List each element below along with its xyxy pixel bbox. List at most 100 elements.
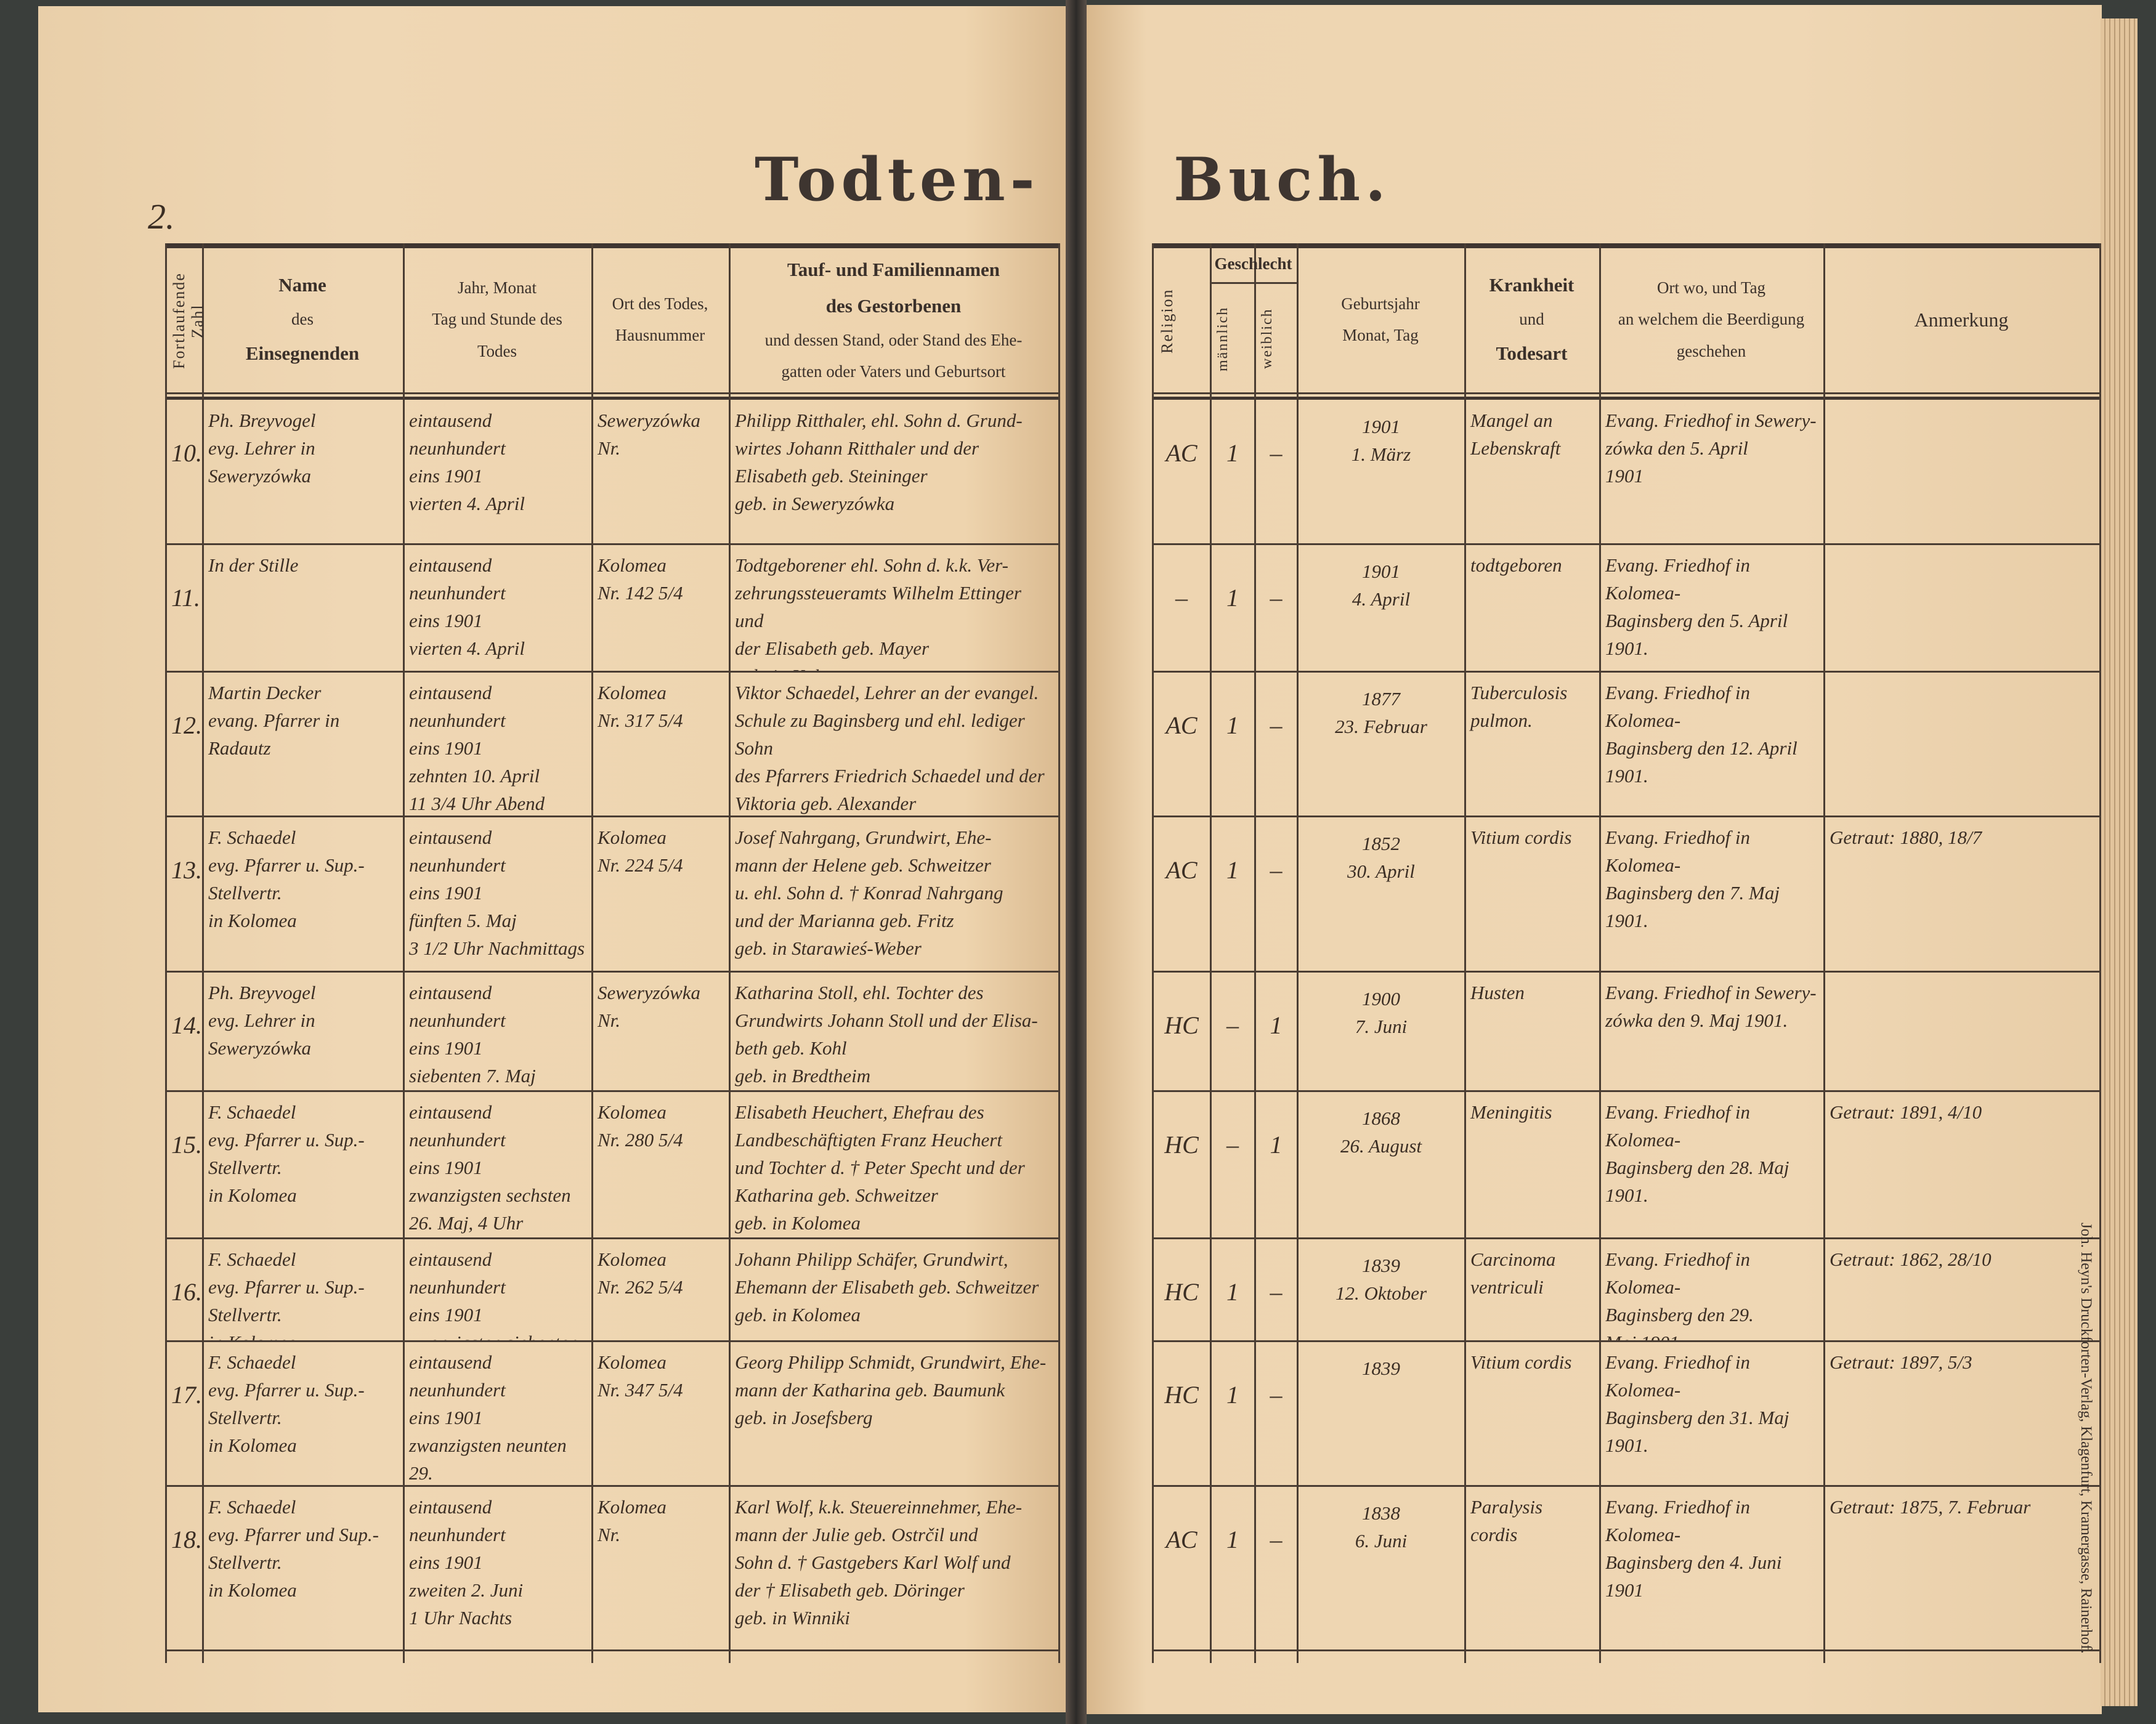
entry-female: – <box>1270 1278 1283 1306</box>
entry-nr: 12. <box>171 711 202 739</box>
header-double-rule <box>165 392 1058 394</box>
entry-deceased: Todtgeborener ehl. Sohn d. k.k. Ver- zeh… <box>735 554 1021 671</box>
entry-deceased: Georg Philipp Schmidt, Grundwirt, Ehe- m… <box>735 1351 1047 1428</box>
header-officiant: Name des Einsegnenden <box>202 248 403 391</box>
entry-religion: AC <box>1165 856 1198 884</box>
entry-male: 1 <box>1226 1381 1239 1409</box>
entry-deceased: Viktor Schaedel, Lehrer an der evangel. … <box>735 682 1045 814</box>
entry-birth: 1877 23. Februar <box>1335 688 1427 737</box>
header-burial-line: Ort wo, und Tag <box>1656 278 1766 297</box>
entry-birth: 1900 7. Juni <box>1355 988 1408 1037</box>
entry-female: – <box>1270 1381 1283 1409</box>
entry-religion: AC <box>1165 1526 1198 1553</box>
entry-cause: Meningitis <box>1470 1101 1552 1123</box>
row-divider <box>1152 1340 2099 1342</box>
header-officiant-line: Name <box>278 274 326 296</box>
header-burial-line: an welchem die Beerdigung <box>1618 310 1805 329</box>
header-bottom-rule <box>1152 397 2099 400</box>
page-edges <box>2101 18 2138 1706</box>
entry-place: Seweryzówka Nr. <box>598 410 701 459</box>
header-deceased-line: gatten oder Vaters und Geburtsort <box>781 362 1006 381</box>
entry-date: eintausend neunhundert eins 1901 vierten… <box>409 554 525 659</box>
row-divider <box>165 1649 1058 1651</box>
header-cause-line: und <box>1519 310 1544 329</box>
entry-female: – <box>1270 439 1283 467</box>
entry-cause: Paralysis cordis <box>1470 1496 1543 1545</box>
header-date-line: Todes <box>477 341 517 360</box>
column-rule <box>729 243 731 1663</box>
entry-officiant: F. Schaedel evg. Pfarrer u. Sup.-Stellve… <box>208 1248 365 1340</box>
entry-officiant: F. Schaedel evg. Pfarrer u. Sup.-Stellve… <box>208 827 365 931</box>
entry-deceased: Philipp Ritthaler, ehl. Sohn d. Grund- w… <box>735 410 1023 514</box>
header-deceased-line: des Gestorbenen <box>825 294 962 317</box>
entry-male: 1 <box>1226 439 1239 467</box>
header-note: Anmerkung <box>1914 308 2009 331</box>
entry-burial: Evang. Friedhof in Kolomea- Baginsberg d… <box>1605 1248 1754 1340</box>
header-officiant-line: Einsegnenden <box>245 342 360 364</box>
entry-birth: 1839 12. Oktober <box>1335 1255 1427 1304</box>
entry-officiant: Martin Decker evang. Pfarrer in Radautz <box>208 682 340 759</box>
entry-date: eintausend neunhundert eins 1901 zehnten… <box>409 682 545 814</box>
entry-officiant: Ph. Breyvogel evg. Lehrer in Seweryzówka <box>208 410 316 487</box>
entry-officiant: F. Schaedel evg. Pfarrer u. Sup.-Stellve… <box>208 1101 365 1206</box>
entry-note: Getraut: 1897, 5/3 <box>1830 1351 1972 1373</box>
page-number: 2. <box>148 196 175 237</box>
column-rule <box>1254 243 1256 1663</box>
entry-burial: Evang. Friedhof in Sewery- zówka den 9. … <box>1605 982 1817 1031</box>
entry-burial: Evang. Friedhof in Kolomea- Baginsberg d… <box>1605 682 1797 787</box>
column-rule <box>403 243 405 1663</box>
header-cause: Krankheit und Todesart <box>1464 248 1599 391</box>
entry-note: Getraut: 1891, 4/10 <box>1830 1101 1982 1123</box>
entry-female: – <box>1270 711 1283 739</box>
header-cause-line: Todesart <box>1496 342 1568 364</box>
entry-female: 1 <box>1270 1011 1283 1039</box>
entry-officiant: F. Schaedel evg. Pfarrer u. Sup.-Stellve… <box>208 1351 365 1456</box>
header-female: weiblich <box>1259 308 1275 370</box>
header-burial: Ort wo, und Tag an welchem die Beerdigung… <box>1599 248 1823 391</box>
left-page <box>38 6 1067 1712</box>
header-deceased-line: und dessen Stand, oder Stand des Ehe- <box>764 330 1023 349</box>
row-divider <box>1152 543 2099 545</box>
header-place: Ort des Todes, Hausnummer <box>591 248 729 391</box>
entry-place: Kolomea Nr. 224 5/4 <box>598 827 683 876</box>
title-right: Buch. <box>1173 145 1391 214</box>
book-gutter <box>1066 0 1087 1724</box>
entry-female: – <box>1270 584 1283 612</box>
entry-place: Kolomea Nr. 262 5/4 <box>598 1248 683 1298</box>
header-sex: Geschlecht <box>1214 254 1292 273</box>
header-place-line: Ort des Todes, <box>612 294 708 313</box>
column-rule <box>1599 243 1601 1663</box>
entry-birth: 1868 26. August <box>1340 1107 1422 1157</box>
row-divider <box>165 815 1058 817</box>
header-deceased-line: Tauf- und Familiennamen <box>787 258 1000 280</box>
entry-date: eintausend neunhundert eins 1901 zweiten… <box>409 1496 524 1629</box>
entry-birth: 1839 <box>1362 1358 1400 1379</box>
entry-note: Getraut: 1880, 18/7 <box>1830 827 1982 848</box>
header-birth: Geburtsjahr Monat, Tag <box>1297 248 1464 391</box>
column-rule <box>1152 243 1154 1663</box>
entry-female: – <box>1270 1526 1283 1553</box>
entry-date: eintausend neunhundert eins 1901 zwanzig… <box>409 1351 567 1484</box>
column-rule <box>1823 243 1825 1663</box>
entry-religion: – <box>1175 584 1188 612</box>
entry-male: – <box>1226 1131 1239 1159</box>
title-left: Todten- <box>755 145 1040 214</box>
row-divider <box>1152 1649 2099 1651</box>
entry-place: Kolomea Nr. 142 5/4 <box>598 554 683 604</box>
entry-nr: 14. <box>171 1011 202 1039</box>
header-male: männlich <box>1215 306 1231 371</box>
header-number: Fortlaufende Zahl <box>170 272 206 370</box>
entry-note <box>1823 543 2099 671</box>
entry-cause: todtgeboren <box>1470 554 1562 576</box>
entry-male: 1 <box>1226 711 1239 739</box>
row-divider <box>1152 971 2099 973</box>
entry-note: Getraut: 1875, 7. Februar <box>1830 1496 2031 1518</box>
entry-birth: 1901 4. April <box>1352 561 1411 610</box>
entry-nr: 17. <box>171 1381 202 1409</box>
column-rule <box>1464 243 1466 1663</box>
entry-burial: Evang. Friedhof in Kolomea- Baginsberg d… <box>1605 554 1788 659</box>
row-divider <box>165 1090 1058 1092</box>
entry-nr: 13. <box>171 856 202 884</box>
column-rule <box>2099 243 2101 1663</box>
entry-male: – <box>1226 1011 1239 1039</box>
